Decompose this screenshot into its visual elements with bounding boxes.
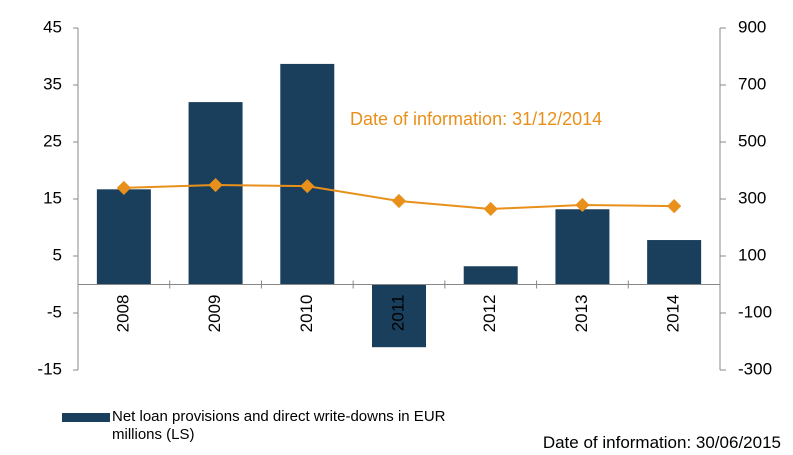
y2-tick-label: 100 — [738, 245, 766, 264]
x-tick-label: 2010 — [297, 295, 316, 333]
bar — [647, 240, 702, 285]
y-tick-label: 45 — [43, 17, 62, 36]
x-tick-label: 2013 — [572, 295, 591, 333]
line-marker — [391, 193, 407, 209]
bar — [96, 189, 151, 285]
footnote: Date of information: 30/06/2015 — [542, 433, 781, 452]
y-tick-label: -15 — [37, 359, 62, 378]
x-tick-label: 2014 — [664, 295, 683, 333]
legend-label: Net loan provisions and direct write-dow… — [112, 408, 446, 443]
y2-tick-label: 900 — [738, 17, 766, 36]
y2-tick-label: 300 — [738, 188, 766, 207]
y-tick-label: 5 — [53, 245, 62, 264]
line-marker — [667, 199, 682, 214]
y2-tick-label: 500 — [738, 131, 766, 150]
line-marker — [575, 197, 590, 213]
bar — [280, 63, 335, 285]
x-tick-label: 2008 — [113, 295, 132, 333]
line-marker — [483, 201, 498, 217]
y2-tick-label: -300 — [738, 359, 772, 378]
x-tick-label: 2012 — [480, 295, 499, 333]
y-tick-label: 35 — [43, 74, 62, 93]
y-tick-label: 25 — [43, 131, 62, 150]
legend-swatch — [62, 413, 110, 422]
x-tick-label: 2011 — [388, 295, 407, 332]
annotation: Date of information: 31/12/2014 — [350, 109, 602, 129]
x-tick-label: 2009 — [205, 295, 224, 333]
bar — [555, 209, 610, 285]
y2-tick-label: 700 — [738, 74, 766, 93]
y-tick-label: -5 — [47, 302, 62, 321]
line-marker — [300, 179, 315, 194]
bar — [463, 266, 518, 285]
bar — [372, 284, 426, 348]
y-tick-label: 15 — [43, 188, 62, 207]
line-marker — [208, 177, 223, 193]
bar — [188, 102, 243, 285]
y2-tick-label: -100 — [738, 302, 772, 321]
